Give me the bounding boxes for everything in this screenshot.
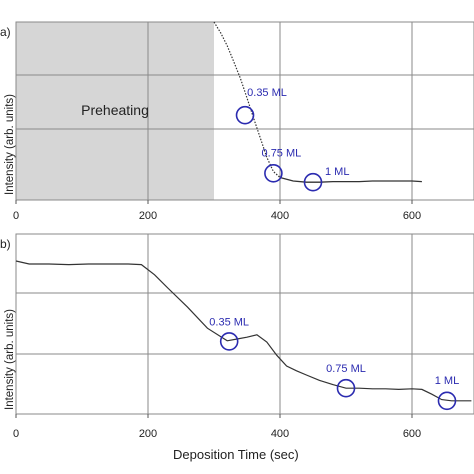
series-line	[15, 260, 472, 402]
x-tick-label: 200	[139, 428, 157, 440]
panel-a-y-axis-label: Intensity (arb. units)	[4, 94, 16, 195]
annotation-circle	[264, 164, 283, 183]
panel-b-annotations: 0.35 ML 0.75 ML 1 ML	[209, 316, 459, 411]
series-line-dotted	[213, 21, 281, 178]
panel-a-x-ticks: 0 200 400 600	[13, 200, 421, 222]
panel-b: 0.35 ML 0.75 ML 1 ML 0 200 400 600 b) Intensi…	[0, 233, 474, 462]
annotation-label: 0.75 ML	[326, 363, 366, 375]
preheating-label: Preheating	[81, 102, 149, 118]
panel-b-label: b)	[0, 237, 11, 251]
x-tick-label: 400	[271, 210, 289, 222]
panel-a-shaded-region	[16, 22, 214, 200]
x-tick-label: 600	[403, 210, 421, 222]
annotation-circle	[336, 378, 356, 398]
annotation-label: 0.75 ML	[262, 147, 302, 159]
panel-b-x-ticks: 0 200 400 600	[13, 414, 421, 440]
panel-a-grid	[16, 22, 474, 200]
panel-b-grid	[16, 234, 474, 414]
panel-b-series	[15, 260, 472, 402]
annotation-circle	[303, 172, 323, 192]
annotation-label: 0.35 ML	[209, 316, 249, 328]
x-axis-label: Deposition Time (sec)	[173, 447, 299, 462]
annotation-circle	[437, 391, 457, 411]
panel-a-series	[213, 21, 422, 183]
panel-a-annotations: 0.35 ML 0.75 ML 1 ML	[235, 87, 349, 192]
panel-b-plot-frame	[15, 233, 474, 415]
annotation-label: 0.35 ML	[247, 87, 287, 99]
x-tick-label: 200	[139, 210, 157, 222]
annotation-circle	[235, 105, 255, 125]
annotation-circle	[219, 332, 239, 351]
series-line	[279, 176, 422, 183]
x-tick-label: 0	[13, 210, 19, 222]
panel-b-y-axis-label: Intensity (arb. units)	[4, 309, 16, 410]
x-tick-label: 600	[403, 428, 421, 440]
panel-a-plot-frame	[15, 21, 474, 201]
x-tick-label: 0	[13, 428, 19, 440]
panel-a-label: a)	[0, 25, 11, 39]
annotation-label: 1 ML	[325, 166, 349, 178]
x-tick-label: 400	[271, 428, 289, 440]
annotation-label: 1 ML	[435, 375, 459, 387]
panel-a: Preheating 0.35 ML 0.75 ML 1 ML 0 200 400 600…	[0, 21, 474, 222]
